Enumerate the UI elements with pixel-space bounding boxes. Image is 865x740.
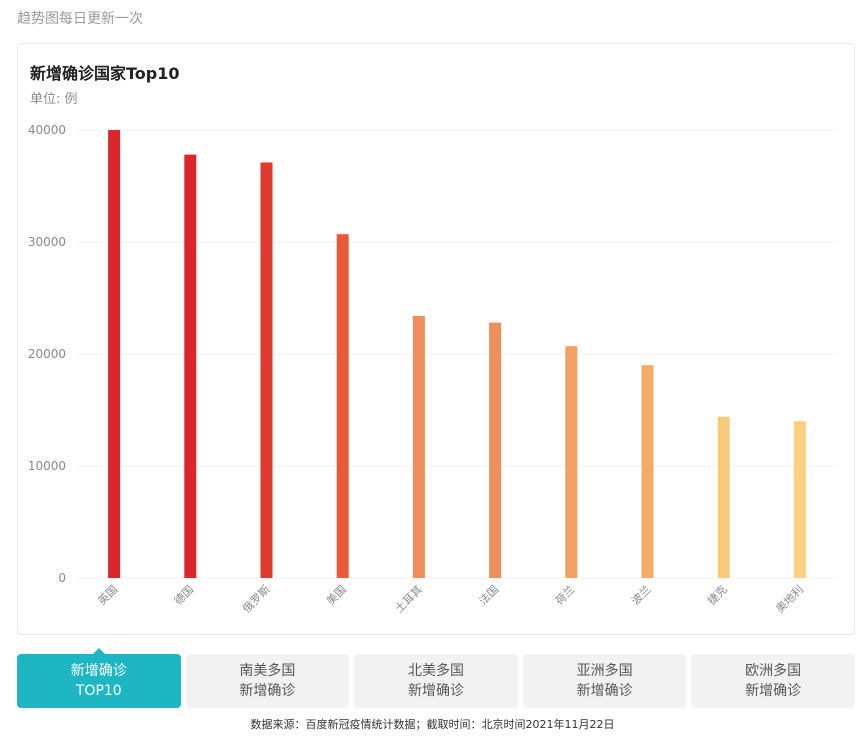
tab-south-america[interactable]: 南美多国 新增确诊 xyxy=(185,654,350,708)
tab-asia-line1: 亚洲多国 xyxy=(576,663,633,679)
y-tick-label-0: 0 xyxy=(58,571,66,585)
tab-north-america[interactable]: 北美多国 新增确诊 xyxy=(354,654,518,708)
bar-7[interactable] xyxy=(641,365,654,578)
update-note: 趋势图每日更新一次 xyxy=(17,11,143,27)
y-tick-label-2: 20000 xyxy=(28,347,66,361)
bar-2[interactable] xyxy=(260,162,273,578)
chart-title: 新增确诊国家Top10 xyxy=(30,64,180,83)
tab-europe-line2: 新增确诊 xyxy=(745,683,802,699)
tab-asia-line2: 新增确诊 xyxy=(576,683,633,699)
tab-top10-line2: TOP10 xyxy=(75,683,122,699)
tab-north-america-line2: 新增确诊 xyxy=(407,683,464,699)
tab-europe[interactable]: 欧洲多国 新增确诊 xyxy=(691,654,855,708)
bar-4[interactable] xyxy=(412,315,425,578)
x-tick-label-5: 法国 xyxy=(476,582,501,607)
x-tick-label-7: 波兰 xyxy=(629,583,654,608)
tab-south-america-line2: 新增确诊 xyxy=(239,683,296,699)
x-tick-label-9: 奥地利 xyxy=(773,582,806,615)
bar-8[interactable] xyxy=(717,416,730,578)
y-tick-label-4: 40000 xyxy=(28,123,66,137)
tab-south-america-line1: 南美多国 xyxy=(239,663,296,679)
x-tick-label-1: 德国 xyxy=(171,582,196,607)
tab-top10-line1: 新增确诊 xyxy=(70,663,127,679)
bar-6[interactable] xyxy=(565,346,578,578)
bar-9[interactable] xyxy=(793,421,806,578)
tab-north-america-line1: 北美多国 xyxy=(407,663,464,679)
chart-unit-label: 单位: 例 xyxy=(30,92,78,107)
bar-1[interactable] xyxy=(184,154,197,578)
y-tick-label-3: 30000 xyxy=(28,235,66,249)
x-tick-label-3: 美国 xyxy=(324,583,349,608)
bar-5[interactable] xyxy=(489,322,502,578)
tab-asia[interactable]: 亚洲多国 新增确诊 xyxy=(522,654,687,708)
chart-card: 新增确诊国家Top10 单位: 例 0 10000 20000 30000 40000 英… xyxy=(17,43,855,635)
bar-0[interactable] xyxy=(108,130,121,578)
tab-europe-line1: 欧洲多国 xyxy=(745,663,802,679)
x-tick-label-4: 土耳其 xyxy=(392,583,425,616)
data-source-note: 数据来源：百度新冠疫情统计数据；截取时间：北京时间2021年11月22日 xyxy=(250,718,615,731)
x-tick-label-6: 荷兰 xyxy=(553,583,578,608)
bar-3[interactable] xyxy=(336,234,349,578)
tab-top10[interactable]: 新增确诊 TOP10 xyxy=(17,648,181,708)
y-tick-label-1: 10000 xyxy=(28,459,66,473)
x-tick-label-8: 捷克 xyxy=(704,582,729,607)
x-tick-label-0: 英国 xyxy=(95,582,120,607)
x-tick-label-2: 俄罗斯 xyxy=(240,583,273,616)
bar-chart: 0 10000 20000 30000 40000 英国 德国 俄罗斯 美国 土耳其 法国 荷兰 波兰 捷… xyxy=(28,123,838,616)
region-tabs: 新增确诊 TOP10 南美多国 新增确诊 北美多国 新增确诊 亚洲多国 新增确诊… xyxy=(17,648,855,708)
